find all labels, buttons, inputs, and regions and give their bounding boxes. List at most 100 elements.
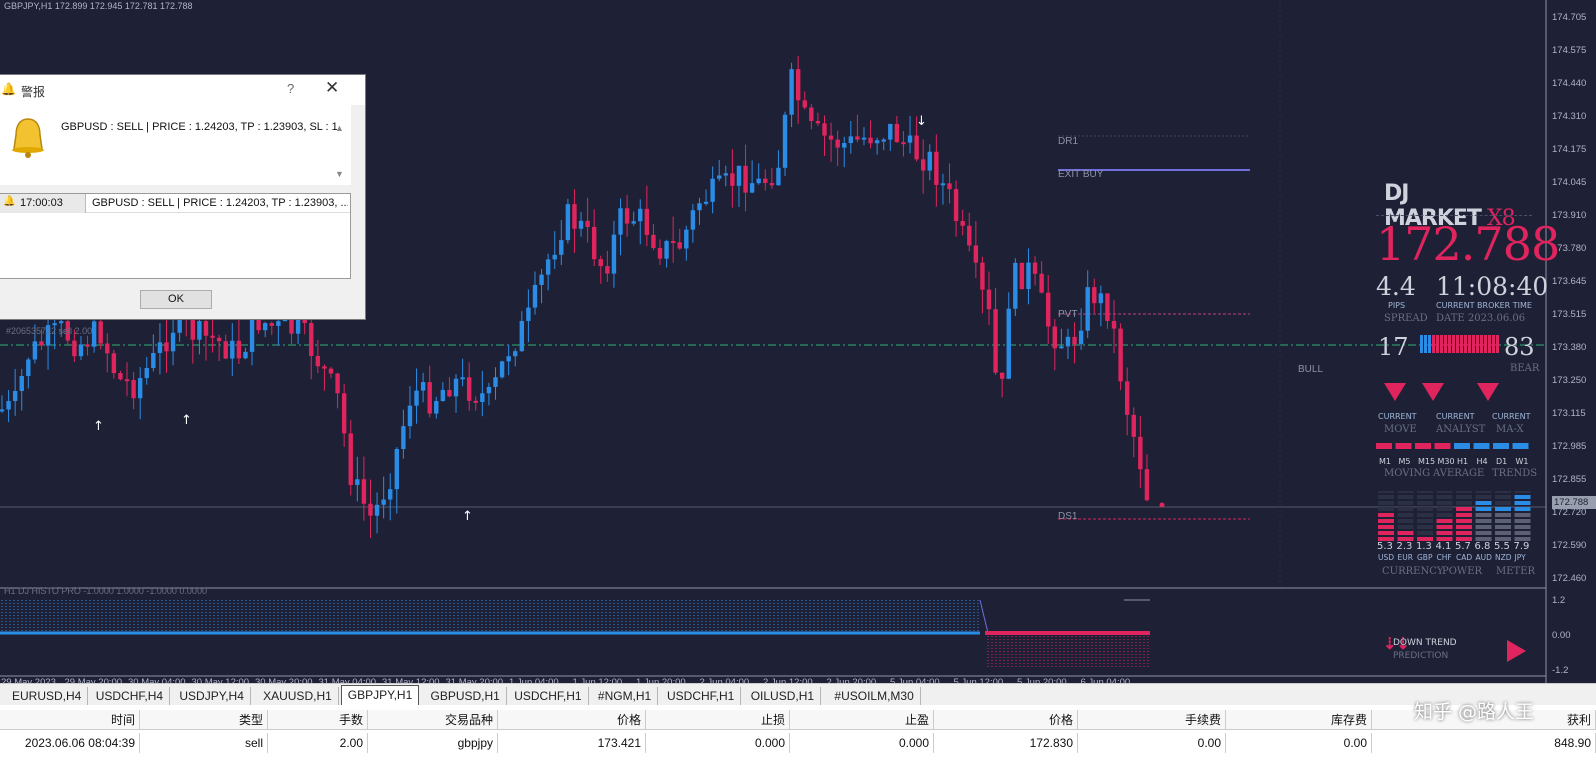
ok-button[interactable]: OK [140, 290, 212, 309]
alert-message-box[interactable]: GBPUSD : SELL | PRICE : 1.24203, TP : 1.… [0, 105, 351, 185]
down-arrows-icon: ⇣⇣ [1383, 636, 1410, 653]
table-cell: 0.000 [646, 733, 790, 753]
currency-name-nzd: NZD [1495, 553, 1512, 562]
time-tick: 31 May 12:00 [382, 677, 440, 688]
help-button[interactable]: ? [287, 81, 295, 96]
trend-label: DOWN TREND [1393, 638, 1457, 648]
currency-names: USD EUR GBP CHF CAD AUD NZD JPY [1376, 553, 1536, 563]
table-cell: 2.00 [268, 733, 368, 753]
indicator-tick: 1.2 [1552, 595, 1566, 606]
price-tick: 174.310 [1552, 111, 1587, 122]
close-icon[interactable]: ✕ [325, 78, 340, 97]
order-line-label: #206535722 sell 2.00 [6, 326, 93, 336]
timeframe-bars [1376, 443, 1529, 449]
bull-count: 17 [1378, 333, 1409, 361]
dr1-label: DR1 [1058, 136, 1079, 147]
list-item[interactable]: 17:00:03 🔔 GBPUSD : SELL | PRICE : 1.242… [0, 194, 350, 213]
table-cell: sell [140, 733, 268, 753]
table-header-cell: 库存费 [1226, 710, 1372, 730]
tab-oilusd-h1[interactable]: OILUSD,H1 [745, 687, 822, 705]
tf-label-m30: M30 [1437, 457, 1455, 466]
tab-gbpusd-h1[interactable]: GBPUSD,H1 [425, 687, 507, 705]
alert-dialog[interactable]: 🔔 警报 ? ✕ GBPUSD : SELL | PRICE : 1.24203… [0, 74, 366, 320]
table-cell: 848.90 [1372, 733, 1596, 753]
tf-label-w1: W1 [1515, 457, 1529, 466]
currency-value: 7.9 [1513, 541, 1530, 552]
price-tick: 172.460 [1552, 573, 1587, 584]
table-cell: 172.830 [934, 733, 1078, 753]
table-header-cell: 交易品种 [368, 710, 498, 730]
tab-xauusd-h1[interactable]: XAUUSD,H1 [257, 687, 339, 705]
broker-time-label: CURRENT BROKER TIME [1436, 301, 1532, 310]
time-tick: 31 May 20:00 [446, 677, 504, 688]
tab-usdchf-h1[interactable]: USDCHF,H1 [508, 687, 589, 705]
time-tick: 5 Jun 20:00 [1017, 677, 1067, 688]
indicator-tick: -1.2 [1552, 665, 1569, 676]
price-tick: 172.590 [1552, 540, 1587, 551]
price-tick: 172.720 [1552, 507, 1587, 518]
time-tick: 30 May 20:00 [255, 677, 313, 688]
dashboard-logo: DJ MARKET X8 [1384, 181, 1516, 231]
pvt-label: PVT [1058, 309, 1078, 320]
price-tick: 174.705 [1552, 12, 1587, 23]
bell-icon: 🔔 [3, 196, 16, 207]
candlestick-chart[interactable]: ↑ ↑ ↑ ↓ [0, 0, 1596, 683]
time-tick: 1 Jun 04:00 [509, 677, 559, 688]
signal-top-max: CURRENT [1492, 412, 1531, 421]
svg-text:↓: ↓ [916, 114, 927, 129]
price-tick: 174.440 [1552, 78, 1587, 89]
price-tick: 174.045 [1552, 177, 1587, 188]
tab-gbpjpy-h1[interactable]: GBPJPY,H1 [340, 685, 420, 706]
time-tick: 29 May 2023 [1, 677, 56, 688]
cp-footer-power: POWER [1442, 566, 1483, 577]
table-header-cell: 手数 [268, 710, 368, 730]
down-arrow-icon [1384, 383, 1406, 401]
tab-usdchf-h1[interactable]: USDCHF,H1 [661, 687, 742, 705]
table-header-cell: 手续费 [1078, 710, 1226, 730]
tf-label-d1: D1 [1496, 457, 1508, 466]
tf-label-h4: H4 [1476, 457, 1488, 466]
table-header-cell: 时间 [0, 710, 140, 730]
tf-footer-average: AVERAGE [1433, 468, 1485, 479]
tab-eurusd-h4[interactable]: EURUSD,H4 [6, 687, 89, 705]
message-scrollbar[interactable]: ▲ ▼ [335, 123, 344, 179]
alert-titlebar[interactable]: 🔔 警报 ? ✕ [0, 75, 365, 105]
table-cell: 2023.06.06 08:04:39 [0, 733, 140, 753]
strength-bar [1420, 335, 1499, 353]
price-tick: 174.175 [1552, 144, 1587, 155]
time-tick: 5 Jun 04:00 [890, 677, 940, 688]
table-cell: gbpjpy [368, 733, 498, 753]
tab-usdjpy-h4[interactable]: USDJPY,H4 [173, 687, 251, 705]
signal-move: MOVE [1384, 424, 1417, 435]
tab--ngm-h1[interactable]: #NGM,H1 [592, 687, 659, 705]
watermark: 知乎 @路人王 [1414, 701, 1535, 723]
pips-label: PIPS [1388, 301, 1406, 310]
exit-buy-label: EXIT BUY [1058, 169, 1104, 180]
currency-value: 6.8 [1474, 541, 1491, 552]
currency-value: 4.1 [1435, 541, 1452, 552]
list-item-message: GBPUSD : SELL | PRICE : 1.24203, TP : 1.… [92, 197, 348, 209]
currency-value: 5.5 [1494, 541, 1510, 552]
cp-footer-meter: METER [1496, 566, 1536, 577]
list-item-time: 17:00:03 [20, 197, 63, 209]
time-tick: 1 Jun 12:00 [573, 677, 623, 688]
time-tick: 2 Jun 20:00 [827, 677, 877, 688]
alert-history-list[interactable]: 17:00:03 🔔 GBPUSD : SELL | PRICE : 1.242… [0, 193, 351, 279]
tab--usoilm-m30[interactable]: #USOILM,M30 [828, 687, 921, 705]
signal-top-move: CURRENT [1378, 412, 1417, 421]
bell-icon: 🔔 [1, 82, 16, 96]
dashboard-price: 172.788 [1376, 217, 1560, 271]
play-icon [1507, 640, 1526, 662]
time-tick: 2 Jun 04:00 [700, 677, 750, 688]
time-tick: 30 May 04:00 [128, 677, 186, 688]
tab-usdchf-h4[interactable]: USDCHF,H4 [90, 687, 171, 705]
time-tick: 31 May 04:00 [319, 677, 377, 688]
currency-name-aud: AUD [1475, 553, 1492, 562]
table-cell: 0.00 [1078, 733, 1226, 753]
broker-time: 11:08:40 [1436, 272, 1549, 301]
currency-name-jpy: JPY [1514, 553, 1526, 562]
indicator-label: H1 DJ HISTO PRO -1.0000 1.0000 -1.0000 0… [4, 586, 207, 596]
chart-header: GBPJPY,H1 172.899 172.945 172.781 172.78… [4, 1, 193, 11]
bull-label: BULL [1298, 364, 1324, 375]
price-tick: 173.780 [1552, 243, 1587, 254]
